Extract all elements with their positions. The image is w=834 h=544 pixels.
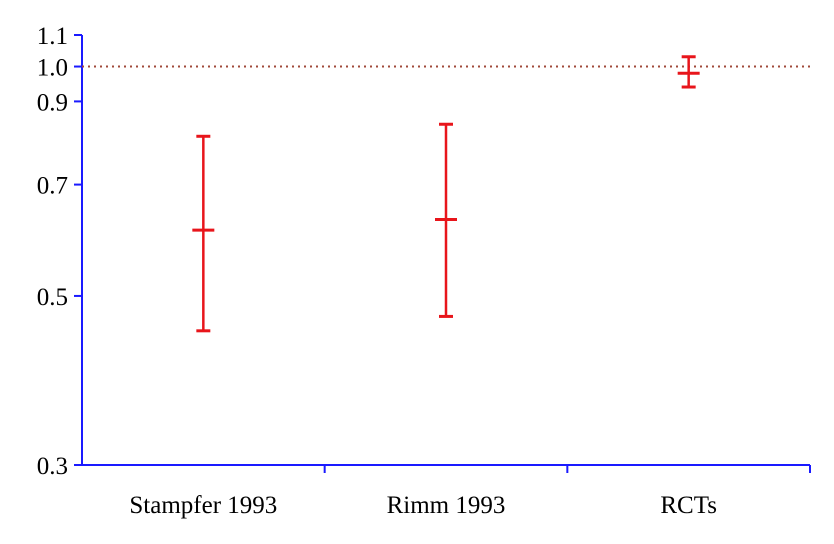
- y-tick-label: 1.0: [37, 55, 68, 82]
- y-tick-label: 0.5: [37, 284, 68, 311]
- x-category-label: RCTs: [660, 492, 717, 519]
- error-bars: [192, 55, 700, 333]
- axes: [74, 34, 811, 473]
- y-tick-label: 0.9: [37, 89, 68, 116]
- y-tick-label: 0.7: [37, 173, 68, 200]
- x-category-label: Rimm 1993: [387, 492, 506, 519]
- tick-labels: 0.3 0.5 0.7 0.9 1.0 1.1 Stampfer 1993 Rimm 1993…: [37, 23, 717, 519]
- x-category-label: Stampfer 1993: [129, 492, 277, 519]
- y-tick-label: 1.1: [37, 23, 68, 50]
- y-tick-label: 0.3: [37, 453, 68, 480]
